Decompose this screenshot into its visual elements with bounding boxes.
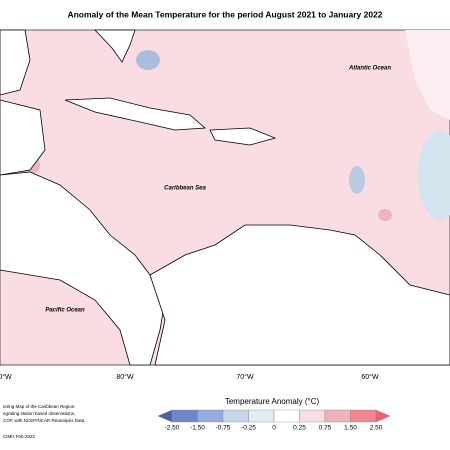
longitude-label: 0°W — [0, 373, 12, 381]
colorbar-end — [157, 409, 173, 423]
land — [149, 224, 450, 366]
footnote-line: egrating station based observations, — [3, 411, 75, 416]
colorbar-segment — [350, 409, 377, 423]
longitude-label: 60°W — [361, 373, 379, 381]
colorbar-segment — [248, 409, 275, 423]
footnote: toring Map of the Caribbean Region. egrat… — [3, 404, 85, 423]
warm-anomaly — [378, 209, 392, 221]
colorbar: -2.50 -1.50 -0.75 -0.25 0 0.25 0.75 1.50 2.50 — [157, 409, 391, 432]
map: Atlantic Ocean Caribbean Sea Pacific Oce… — [0, 29, 450, 366]
light-anomaly — [405, 30, 450, 120]
colorbar-tick-label: 2.50 — [370, 425, 383, 432]
land — [94, 29, 136, 63]
ocean-label: Pacific Ocean — [45, 308, 85, 314]
colorbar-tick-label: -1.50 — [190, 425, 205, 432]
colorbar-tick-label: 0 — [272, 425, 276, 432]
colorbar-tick-label: -0.25 — [241, 425, 256, 432]
colorbar-tick-label: -0.75 — [216, 425, 231, 432]
colorbar-segment — [324, 409, 351, 423]
colorbar-tick-label: 0.25 — [293, 425, 306, 432]
colorbar-segment — [171, 409, 198, 423]
credit: CIMH Feb-2022 — [3, 434, 36, 439]
colorbar-segment — [299, 409, 326, 423]
land — [0, 171, 166, 366]
title: Anomaly of the Mean Temperature for the … — [67, 9, 382, 19]
ocean-label: Atlantic Ocean — [348, 66, 391, 72]
colorbar-end — [375, 409, 391, 423]
cool-anomaly — [418, 130, 450, 220]
land — [64, 97, 206, 131]
longitude-labels: 0°W 80°W 70°W 60°W — [0, 373, 379, 381]
colorbar-segment — [273, 409, 300, 423]
longitude-label: 70°W — [236, 373, 254, 381]
colorbar-tick-label: 0.75 — [319, 425, 332, 432]
footnote-line: toring Map of the Caribbean Region. — [3, 404, 76, 409]
cool-anomaly — [349, 166, 365, 194]
land — [0, 29, 31, 96]
longitude-label: 80°W — [116, 373, 134, 381]
land — [209, 127, 277, 146]
colorbar-tick-label: -2.50 — [165, 425, 180, 432]
colorbar-segment — [222, 409, 249, 423]
colorbar-tick-label: 1.50 — [344, 425, 357, 432]
cool-anomaly — [136, 50, 160, 70]
ocean-label: Caribbean Sea — [164, 186, 206, 192]
colorbar-title: Temperature Anomaly (°C) — [225, 397, 320, 406]
colorbar-segment — [197, 409, 224, 423]
footnote-line: COF, with NCEP/NCAR Reanalysis Data — [3, 418, 85, 423]
land — [0, 99, 46, 176]
